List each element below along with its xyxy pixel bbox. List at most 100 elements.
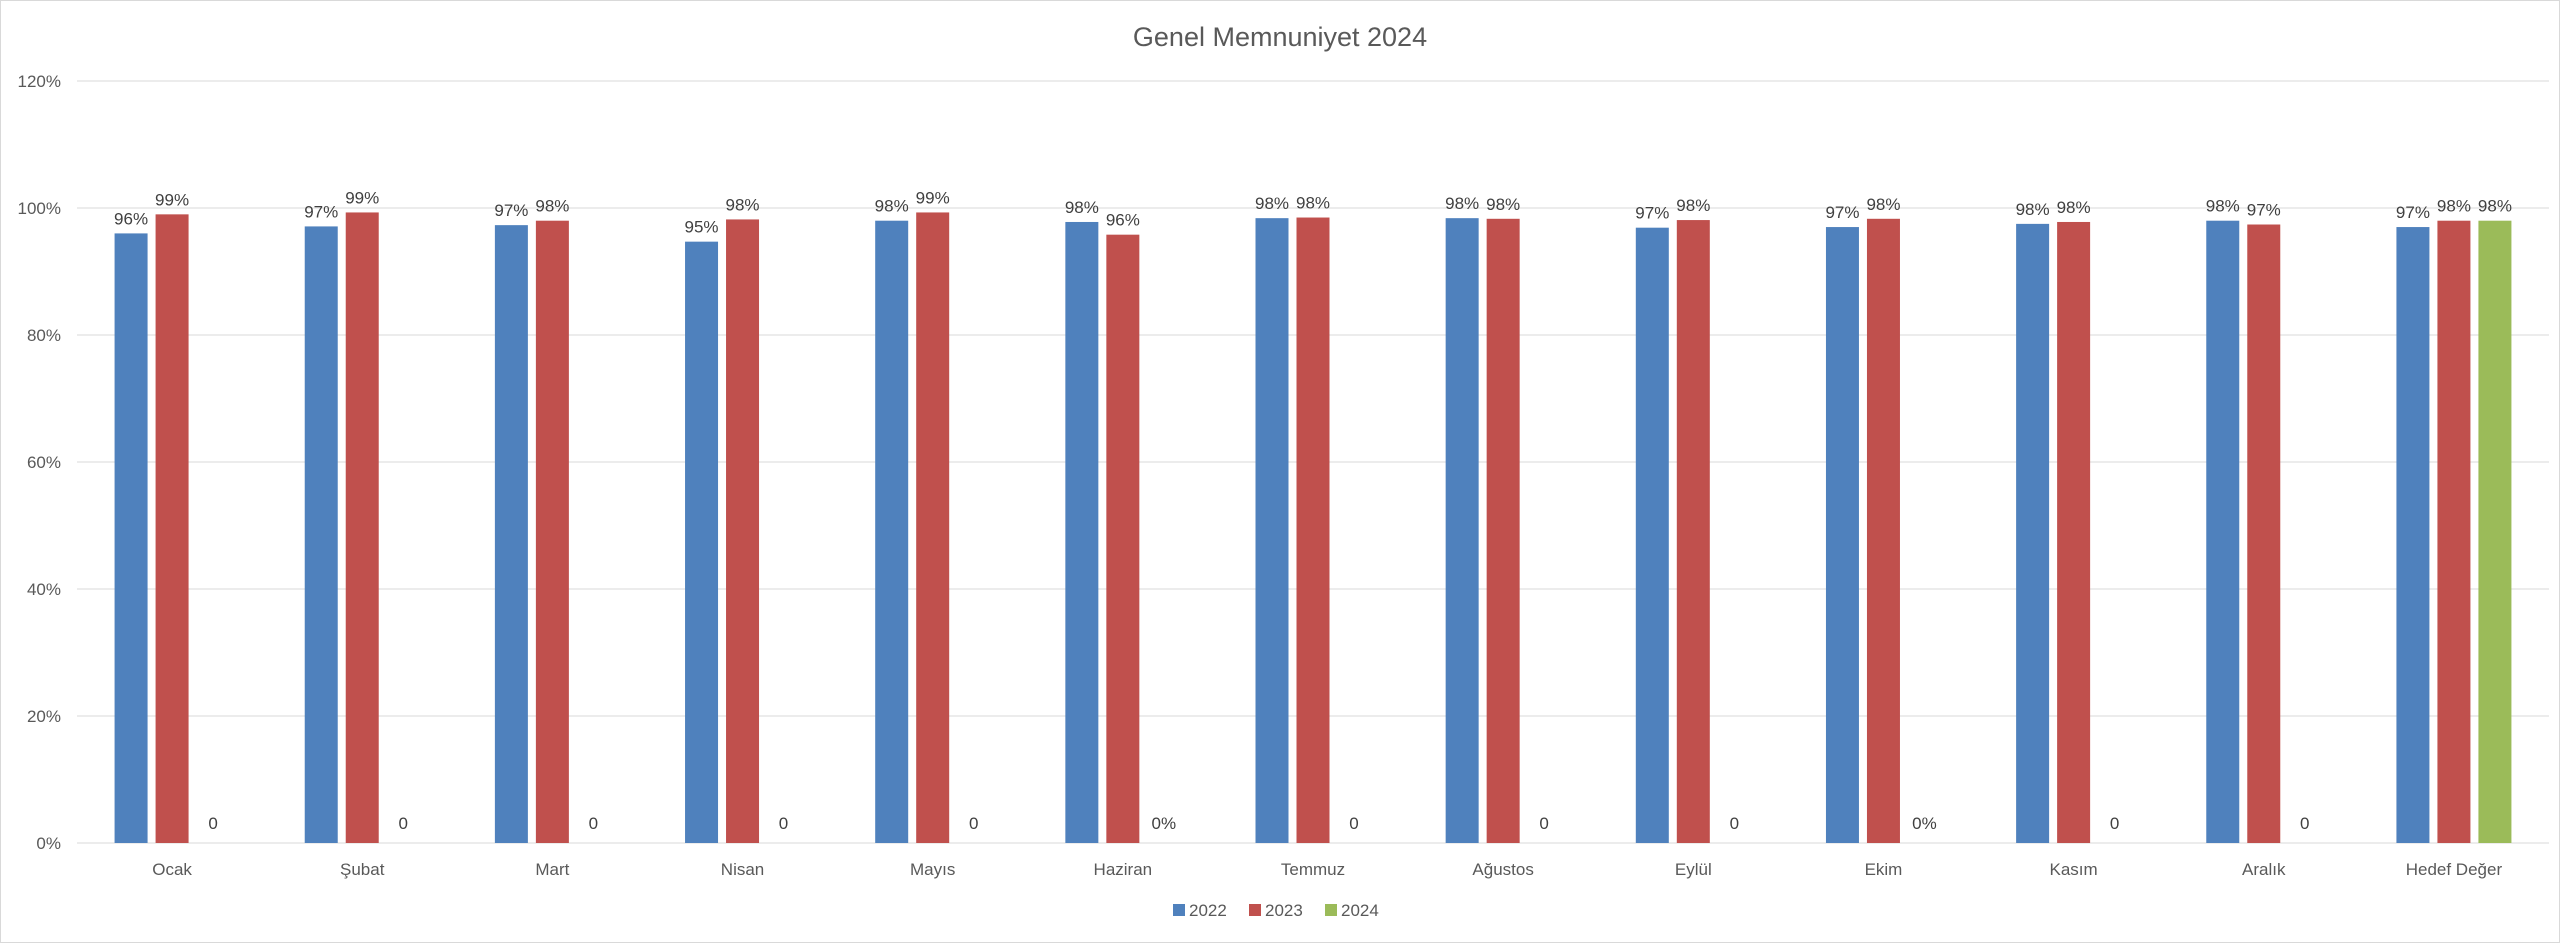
legend-swatch-2023 [1249,904,1261,916]
data-label: 0% [1912,814,1937,833]
data-label: 0 [589,814,598,833]
data-label: 97% [304,202,338,221]
data-label: 97% [2396,203,2430,222]
data-label: 98% [1255,194,1289,213]
data-label: 0 [779,814,788,833]
bar-2022-4 [875,220,909,843]
bar-2022-8 [1635,227,1669,843]
x-category-label: Hedef Değer [2406,860,2503,879]
data-label: 0 [1349,814,1358,833]
y-tick-label: 40% [27,580,61,599]
legend-swatch-2024 [1325,904,1337,916]
bar-2022-3 [685,241,719,843]
x-axis-categories: Ocak Şubat Mart Nisan Mayıs Haziran Temmuz Ağus… [152,860,2502,879]
bar-2022-12 [2396,227,2430,844]
bar-2023-5 [1106,234,1140,844]
x-category-label: Ocak [152,860,192,879]
legend: 2022 2023 2024 [1173,901,1379,920]
bar-2022-11 [2206,220,2240,843]
data-label: 0% [1152,814,1177,833]
data-label: 98% [726,195,760,214]
data-label: 96% [1106,211,1140,230]
x-category-label: Aralık [2242,860,2286,879]
data-label: 98% [1486,195,1520,214]
data-label: 98% [875,197,909,216]
x-category-label: Şubat [340,860,385,879]
data-label: 0 [969,814,978,833]
bars [114,212,2512,844]
y-tick-label: 60% [27,453,61,472]
data-label: 98% [2478,197,2512,216]
bar-2023-12 [2437,220,2471,843]
bar-2022-6 [1255,218,1289,843]
x-category-label: Mayıs [910,860,955,879]
data-label: 97% [494,201,528,220]
data-label: 98% [1676,196,1710,215]
data-label: 98% [2016,200,2050,219]
bar-2023-3 [726,219,760,843]
data-label: 98% [2206,197,2240,216]
y-tick-label: 20% [27,707,61,726]
y-axis-ticks: 0% 20% 40% 60% 80% 100% 120% [18,72,61,853]
x-category-label: Ağustos [1472,860,1533,879]
x-category-label: Temmuz [1281,860,1345,879]
data-label: 98% [2437,197,2471,216]
legend-label: 2023 [1265,901,1303,920]
data-label: 98% [535,197,569,216]
data-label: 99% [155,190,189,209]
bar-2022-7 [1445,218,1479,843]
x-category-label: Ekim [1865,860,1903,879]
y-tick-label: 0% [36,834,61,853]
data-label: 0 [1539,814,1548,833]
data-label: 98% [2057,198,2091,217]
bar-2023-0 [155,214,189,844]
data-label: 0 [398,814,407,833]
bar-2022-2 [494,225,528,843]
bar-2023-11 [2247,224,2281,843]
bar-2023-10 [2057,221,2091,844]
x-category-label: Kasım [2050,860,2098,879]
x-category-label: Eylül [1675,860,1712,879]
data-label: 0 [2110,814,2119,833]
bar-2023-8 [1676,220,1710,843]
data-label: 0 [1730,814,1739,833]
data-label: 0 [2300,814,2309,833]
bar-2023-7 [1486,218,1520,844]
bar-2022-9 [1825,227,1859,844]
bar-2023-2 [535,220,569,843]
legend-label: 2024 [1341,901,1379,920]
bar-2022-10 [2016,223,2050,843]
x-category-label: Haziran [1094,860,1153,879]
bar-2023-6 [1296,217,1330,843]
data-label: 99% [916,188,950,207]
x-category-label: Mart [535,860,569,879]
data-label: 98% [1065,198,1099,217]
data-label: 97% [1635,204,1669,223]
bar-2023-9 [1866,218,1900,844]
data-label: 99% [345,188,379,207]
data-label: 98% [1296,194,1330,213]
data-labels: 96% 99% 0 97% 99% 0 97% 98% 0 95% 98% 0 98% 99% 0 98% 96… [114,188,2512,833]
chart-title: Genel Memnuniyet 2024 [1133,22,1427,52]
legend-swatch-2022 [1173,904,1185,916]
x-category-label: Nisan [721,860,764,879]
y-tick-label: 80% [27,326,61,345]
y-tick-label: 100% [18,199,61,218]
y-tick-label: 120% [18,72,61,91]
bar-2022-0 [114,233,148,843]
bar-2023-1 [345,212,379,843]
data-label: 98% [1866,195,1900,214]
data-label: 0 [208,814,217,833]
bar-2022-5 [1065,221,1099,844]
bar-2022-1 [304,226,338,844]
bar-2023-4 [916,212,950,843]
data-label: 96% [114,209,148,228]
legend-label: 2022 [1189,901,1227,920]
data-label: 97% [2247,201,2281,220]
data-label: 98% [1445,194,1479,213]
data-label: 97% [1825,203,1859,222]
bar-2024-12 [2478,220,2512,843]
data-label: 95% [685,218,719,237]
